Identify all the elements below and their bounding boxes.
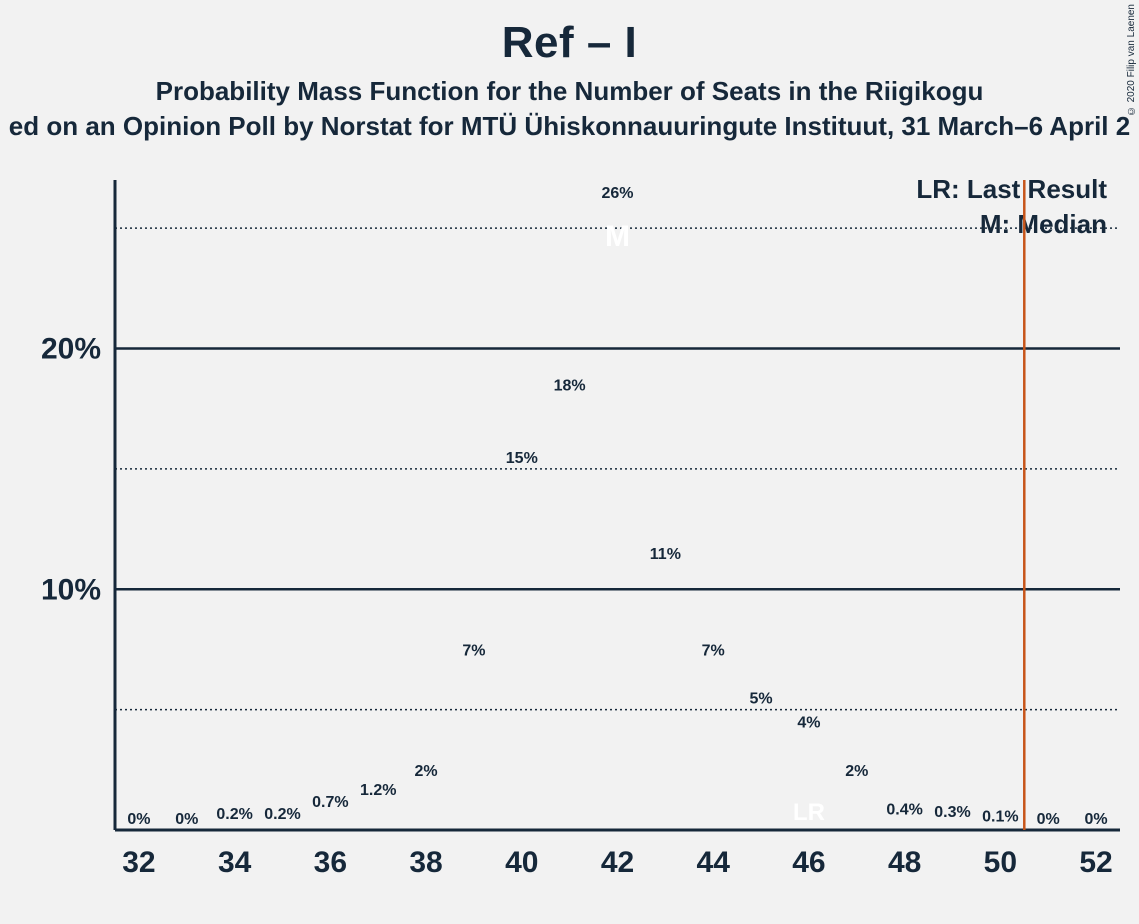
bar-value-label: 0% [127, 811, 150, 828]
bar-value-label: 0.7% [312, 794, 348, 811]
bar-value-label: 7% [702, 642, 725, 659]
x-tick-label: 36 [314, 846, 347, 879]
bar-value-label: 5% [750, 691, 773, 708]
y-tick-label: 10% [41, 573, 101, 606]
bar-value-label: 4% [797, 715, 820, 732]
bar-value-label: 15% [506, 450, 538, 467]
bar-value-label: 0% [1037, 811, 1060, 828]
bar-value-label: 11% [650, 546, 681, 563]
x-tick-label: 46 [792, 846, 825, 879]
bar-value-label: 26% [601, 185, 633, 202]
chart-svg: 10% 20% 0% 0% 0.2% 0.2% 0.7% 1.2% 2% 7% 15% 18% 26% 1… [0, 170, 1139, 904]
chart-title: Ref – I [0, 0, 1139, 68]
bar-value-label: 18% [554, 378, 586, 395]
bar-value-label: 0% [175, 811, 198, 828]
chart-subtitle2: ed on an Opinion Poll by Norstat for MTÜ… [0, 111, 1139, 142]
x-tick-label: 48 [888, 846, 921, 879]
x-tick-label: 52 [1079, 846, 1112, 879]
x-tick-label: 38 [409, 846, 442, 879]
median-label: M [605, 220, 630, 253]
bar-value-label: 2% [415, 763, 438, 780]
bar-value-label: 0.4% [886, 801, 922, 818]
x-tick-label: 34 [218, 846, 252, 879]
y-tick-label: 20% [41, 333, 101, 366]
chart: 10% 20% 0% 0% 0.2% 0.2% 0.7% 1.2% 2% 7% 15% 18% 26% 1… [0, 170, 1139, 904]
copyright: © 2020 Filip van Laenen [1126, 4, 1137, 116]
bar-value-label: 7% [462, 642, 485, 659]
bar-value-label: 0.3% [934, 804, 970, 821]
bar-value-label: 1.2% [360, 782, 396, 799]
bar-value-label: 0.1% [982, 809, 1018, 826]
chart-subtitle: Probability Mass Function for the Number… [0, 76, 1139, 107]
bar-value-label: 2% [845, 763, 868, 780]
x-tick-label: 50 [984, 846, 1017, 879]
x-tick-label: 44 [697, 846, 731, 879]
bar-value-label: 0.2% [216, 806, 252, 823]
bar-value-label: 0% [1085, 811, 1108, 828]
bar-value-label: 0.2% [264, 806, 300, 823]
x-tick-label: 32 [122, 846, 155, 879]
x-tick-label: 40 [505, 846, 538, 879]
x-tick-label: 42 [601, 846, 634, 879]
lr-label: LR [793, 799, 825, 826]
